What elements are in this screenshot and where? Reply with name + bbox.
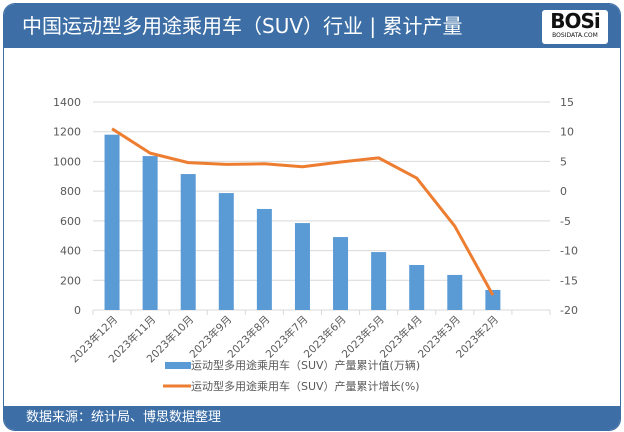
bar	[180, 174, 196, 310]
bar	[104, 134, 120, 310]
page-title: 中国运动型多用途乘用车（SUV）行业 | 累计产量	[22, 14, 463, 38]
left-tick-label: 1400	[53, 96, 81, 109]
legend-line-label: 运动型多用途乘用车（SUV）产量累计增长(%)	[191, 379, 420, 393]
bar	[447, 274, 463, 310]
bar	[333, 237, 349, 310]
logo-text: BOSi	[550, 9, 601, 33]
bar	[485, 289, 501, 310]
bar	[218, 193, 234, 310]
left-tick-label: 0	[74, 304, 81, 317]
left-tick-label: 1000	[53, 155, 81, 168]
header-bar: 中国运动型多用途乘用车（SUV）行业 | 累计产量 BOSi BOSIDATA.…	[4, 4, 620, 48]
legend-bar-label: 运动型多用途乘用车（SUV）产量累计值(万辆)	[191, 358, 420, 372]
left-tick-label: 200	[60, 274, 81, 287]
right-tick-label: 15	[560, 96, 574, 109]
bar	[294, 223, 310, 310]
right-tick-label: -20	[560, 304, 578, 317]
right-tick-label: -15	[560, 274, 578, 287]
legend-bar-swatch	[165, 362, 191, 369]
bar	[256, 208, 272, 310]
right-tick-label: 0	[560, 185, 567, 198]
growth-line	[111, 127, 495, 296]
left-tick-label: 1200	[53, 126, 81, 139]
right-tick-label: -10	[560, 245, 578, 258]
right-tick-label: 10	[560, 126, 574, 139]
logo-subtext: BOSIDATA.COM	[552, 32, 598, 39]
data-source: 数据来源：统计局、博思数据整理	[26, 410, 222, 425]
left-tick-label: 600	[60, 215, 81, 228]
footer-bar: 数据来源：统计局、博思数据整理	[4, 406, 620, 430]
right-tick-label: 5	[560, 155, 567, 168]
bar	[371, 252, 387, 310]
left-tick-label: 400	[60, 245, 81, 258]
right-tick-label: -5	[560, 215, 571, 228]
bar	[409, 264, 425, 310]
left-tick-label: 800	[60, 185, 81, 198]
bosi-logo: BOSi BOSIDATA.COM	[542, 10, 608, 44]
bar	[142, 156, 158, 310]
